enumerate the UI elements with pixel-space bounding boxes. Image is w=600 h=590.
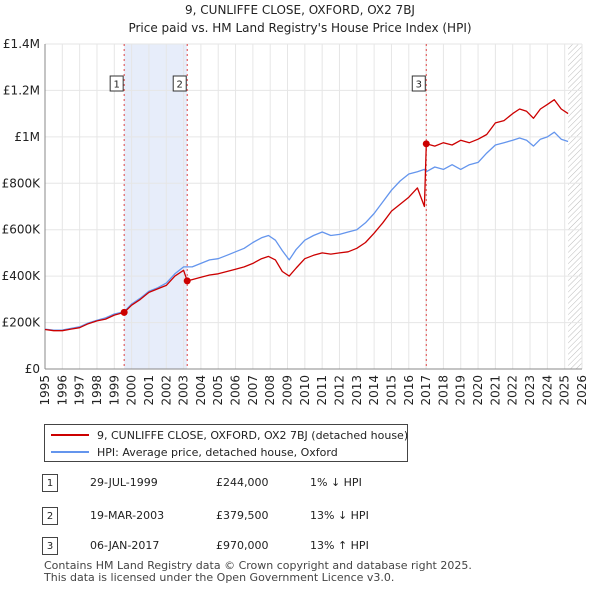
sale-point — [183, 277, 191, 285]
legend-label-property: 9, CUNLIFFE CLOSE, OXFORD, OX2 7BJ (deta… — [97, 428, 409, 442]
x-tick-label: 2004 — [194, 375, 208, 406]
x-tick-label: 2005 — [211, 375, 225, 406]
x-tick-label: 2021 — [488, 375, 502, 406]
x-tick-label: 1997 — [73, 375, 87, 406]
sale-row: 3 06-JAN-2017 £970,000 13% ↑ HPI — [42, 537, 462, 557]
x-tick-label: 2001 — [142, 375, 156, 406]
sale-marker-3: 3 — [42, 537, 58, 555]
x-tick-label: 2026 — [575, 375, 589, 406]
sale-hpi: 1% ↓ HPI — [310, 476, 362, 489]
sale-date: 06-JAN-2017 — [90, 539, 160, 552]
sale-price: £970,000 — [216, 539, 269, 552]
sale-marker-2: 2 — [42, 507, 58, 525]
y-tick-label: £1M — [14, 130, 40, 144]
x-tick-label: 2019 — [454, 375, 468, 406]
legend: 9, CUNLIFFE CLOSE, OXFORD, OX2 7BJ (deta… — [44, 424, 408, 462]
legend-swatch-property — [51, 434, 89, 436]
x-tick-label: 2009 — [281, 375, 295, 406]
series-line-hpi — [44, 131, 569, 331]
x-tick-label: 2012 — [332, 375, 346, 406]
forecast-region — [568, 44, 582, 369]
x-tick-label: 1996 — [55, 375, 69, 406]
y-tick-label: £800K — [2, 176, 42, 190]
sale-label-box — [109, 75, 124, 92]
x-tick-label: 2022 — [506, 375, 520, 406]
sale-label-box — [411, 75, 426, 92]
x-tick-label: 2013 — [350, 375, 364, 406]
sale-point — [422, 140, 430, 148]
sale-hpi: 13% ↑ HPI — [310, 539, 369, 552]
y-tick-label: £1.4M — [3, 37, 40, 51]
footer: Contains HM Land Registry data © Crown c… — [44, 560, 472, 584]
footer-line-2: This data is licensed under the Open Gov… — [44, 571, 395, 584]
x-tick-label: 2010 — [298, 375, 312, 406]
sale-date: 19-MAR-2003 — [90, 509, 165, 522]
sale-date: 29-JUL-1999 — [90, 476, 158, 489]
x-tick-label: 2011 — [315, 375, 329, 406]
sale-row: 2 19-MAR-2003 £379,500 13% ↓ HPI — [42, 507, 462, 527]
legend-item-property: 9, CUNLIFFE CLOSE, OXFORD, OX2 7BJ (deta… — [51, 427, 408, 443]
sale-row: 1 29-JUL-1999 £244,000 1% ↓ HPI — [42, 474, 462, 494]
legend-swatch-hpi — [51, 451, 89, 453]
y-tick-label: £600K — [2, 223, 42, 237]
x-tick-label: 2017 — [419, 375, 433, 406]
x-tick-label: 2007 — [246, 375, 260, 406]
sale-price: £244,000 — [216, 476, 269, 489]
x-tick-label: 2023 — [523, 375, 537, 406]
sale-price: £379,500 — [216, 509, 269, 522]
series-line-property — [44, 99, 569, 332]
sale-point — [120, 308, 128, 316]
chart-subtitle: Price paid vs. HM Land Registry's House … — [128, 21, 471, 35]
y-tick-label: £400K — [2, 269, 42, 283]
sale-label-text: 2 — [177, 80, 183, 91]
x-tick-label: 2003 — [177, 375, 191, 406]
sale-label-box — [172, 75, 187, 92]
legend-label-hpi: HPI: Average price, detached house, Oxfo… — [97, 445, 338, 459]
highlight-band — [124, 44, 188, 369]
price-chart: 9, CUNLIFFE CLOSE, OXFORD, OX2 7BJ Price… — [2, 3, 589, 406]
x-tick-label: 2002 — [159, 375, 173, 406]
sale-marker-1: 1 — [42, 474, 58, 492]
legend-item-hpi: HPI: Average price, detached house, Oxfo… — [51, 444, 338, 460]
x-tick-label: 2024 — [540, 375, 554, 406]
x-tick-label: 2006 — [229, 375, 243, 406]
x-tick-label: 2008 — [263, 375, 277, 406]
x-tick-label: 2000 — [125, 375, 139, 406]
sale-hpi: 13% ↓ HPI — [310, 509, 369, 522]
x-tick-label: 2020 — [471, 375, 485, 406]
sale-label-text: 1 — [113, 80, 119, 91]
x-tick-label: 1998 — [90, 375, 104, 406]
sale-label-text: 3 — [416, 80, 422, 91]
x-tick-label: 2014 — [367, 375, 381, 406]
chart-title: 9, CUNLIFFE CLOSE, OXFORD, OX2 7BJ — [185, 3, 415, 17]
x-tick-label: 1995 — [38, 375, 52, 406]
x-tick-label: 2018 — [436, 375, 450, 406]
y-tick-label: £200K — [2, 316, 42, 330]
x-tick-label: 1999 — [107, 375, 121, 406]
y-tick-label: £1.2M — [3, 83, 40, 97]
y-tick-label: £0 — [25, 362, 40, 376]
x-tick-label: 2016 — [402, 375, 416, 406]
x-tick-label: 2015 — [384, 375, 398, 406]
footer-line-1: Contains HM Land Registry data © Crown c… — [44, 559, 472, 572]
x-tick-label: 2025 — [558, 375, 572, 406]
